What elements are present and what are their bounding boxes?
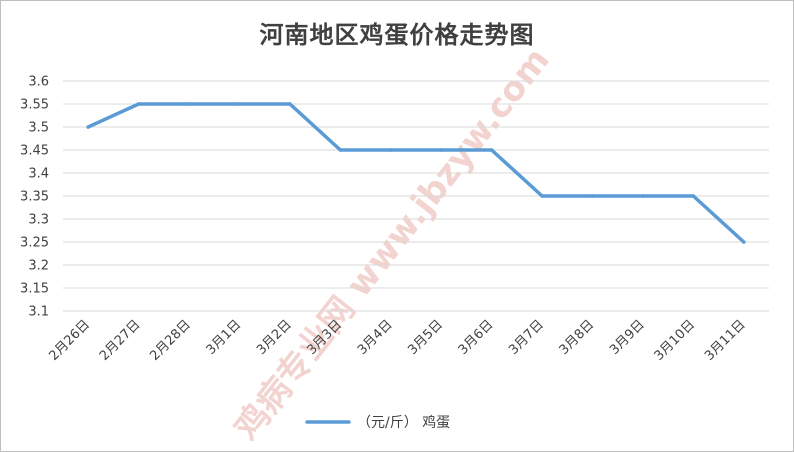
y-tick-label: 3.2 <box>28 259 49 274</box>
x-tick-label: 3月1日 <box>204 317 245 358</box>
x-tick-label: 3月7日 <box>506 317 547 358</box>
x-tick-label: 3月8日 <box>557 317 598 358</box>
data-point <box>741 240 746 244</box>
y-tick-label: 3.4 <box>28 167 49 182</box>
x-tick-label: 3月9日 <box>607 317 648 358</box>
y-tick-label: 3.15 <box>20 282 49 297</box>
x-tick-label: 3月4日 <box>355 317 396 358</box>
data-point <box>187 102 191 106</box>
chart-title: 河南地区鸡蛋价格走势图 <box>259 21 535 49</box>
x-tick-label: 3月10日 <box>652 317 699 364</box>
data-point <box>590 194 595 198</box>
x-tick-label: 2月28日 <box>147 317 194 364</box>
data-point <box>540 194 544 198</box>
y-tick-label: 3.45 <box>20 144 49 159</box>
data-point <box>388 148 393 152</box>
data-point <box>237 102 242 106</box>
data-point <box>338 148 343 152</box>
data-point <box>439 148 444 152</box>
data-point <box>641 194 645 198</box>
y-tick-label: 3.3 <box>28 213 49 228</box>
series-line <box>86 102 746 244</box>
y-tick-label: 3.25 <box>20 236 49 251</box>
x-tick-label: 3月5日 <box>405 317 446 358</box>
x-tick-label: 2月27日 <box>97 317 144 364</box>
y-tick-label: 3.55 <box>20 98 49 113</box>
data-point <box>86 125 91 129</box>
data-point <box>288 102 292 106</box>
data-point <box>489 148 494 152</box>
x-tick-label: 3月6日 <box>456 317 497 358</box>
y-tick-label: 3.5 <box>28 121 49 136</box>
y-tick-label: 3.6 <box>28 75 49 90</box>
data-point <box>691 194 696 198</box>
x-tick-label: 2月26日 <box>46 317 93 364</box>
watermark-text: 鸡病专业网 www.jbzyw.com <box>227 40 558 447</box>
legend-label: （元/斤） 鸡蛋 <box>357 414 450 431</box>
x-tick-label: 3月11日 <box>702 317 749 364</box>
y-tick-label: 3.35 <box>20 190 49 205</box>
y-tick-label: 3.1 <box>28 305 49 320</box>
data-point <box>136 102 141 106</box>
